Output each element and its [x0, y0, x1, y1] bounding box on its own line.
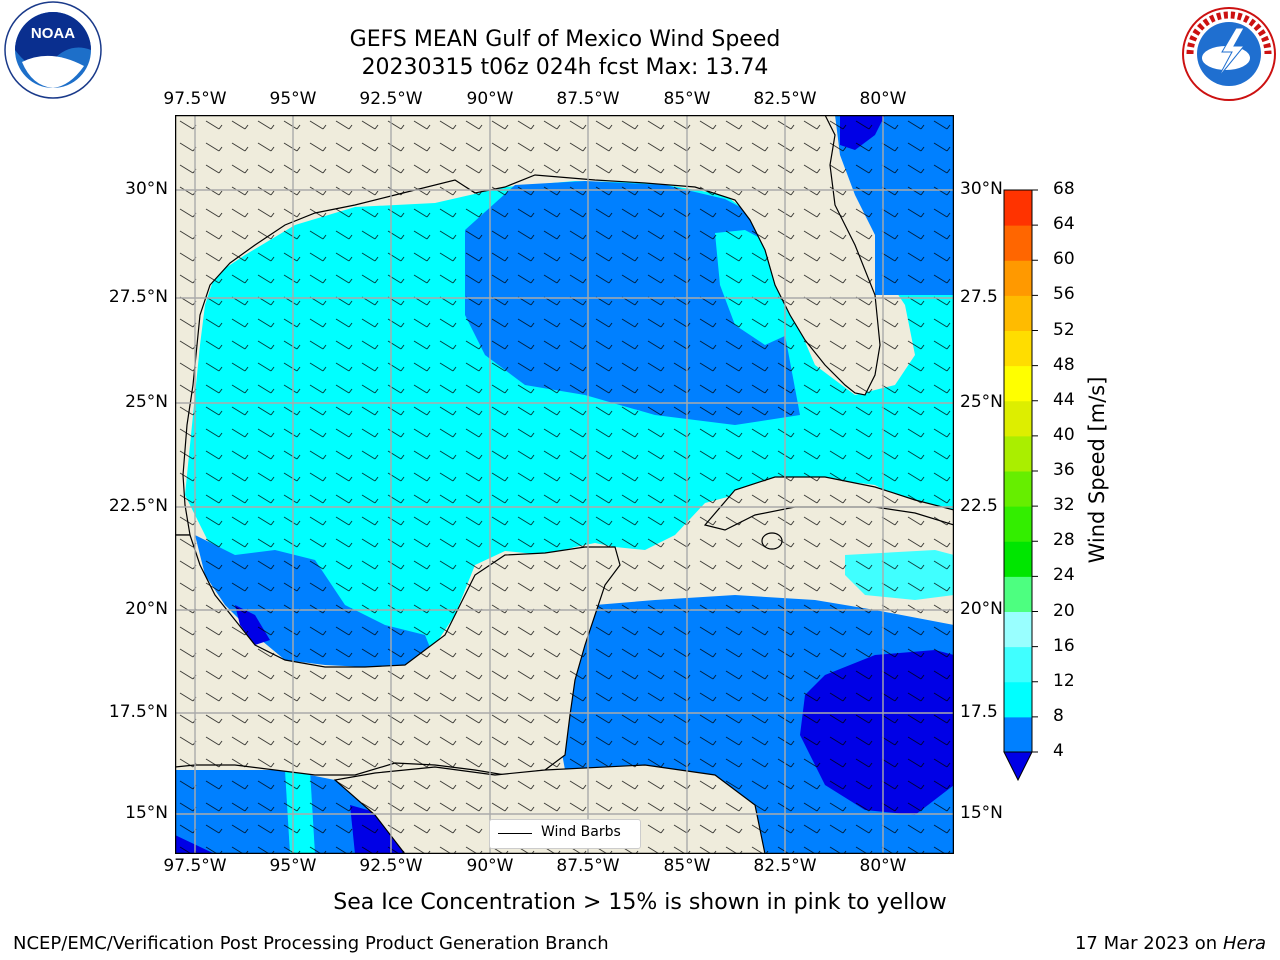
lat-tick-left: 20°N [125, 599, 168, 619]
lat-tick-right: 20°N [960, 599, 1003, 619]
lat-tick-left: 22.5°N [108, 496, 168, 516]
colorbar-tick-label: 16 [1053, 635, 1075, 656]
lat-tick-right: 17.5 [960, 702, 998, 722]
graticule [175, 115, 954, 854]
footer-date-text: 17 Mar 2023 on [1074, 933, 1218, 954]
colorbar-title: Wind Speed [m/s] [1085, 376, 1109, 564]
colorbar-tick-label: 68 [1053, 179, 1075, 199]
chart-title: GEFS MEAN Gulf of Mexico Wind Speed [349, 27, 781, 52]
colorbar-tick-label: 44 [1053, 389, 1075, 410]
colorbar-tick-label: 12 [1053, 670, 1075, 691]
colorbar-tick-label: 32 [1053, 495, 1075, 516]
lat-tick-left: 30°N [125, 179, 168, 199]
colorbar-segment [1004, 260, 1032, 296]
colorbar-tick-label: 4 [1053, 741, 1064, 761]
colorbar-tick-label: 20 [1053, 600, 1075, 621]
colorbar-segment [1004, 471, 1032, 507]
wind-speed-map [175, 115, 954, 854]
colorbar-segment [1004, 506, 1032, 542]
colorbar-tick-label: 56 [1053, 284, 1075, 305]
lat-tick-left: 17.5°N [108, 702, 168, 722]
chart-subtitle: 20230315 t06z 024h fcst Max: 13.74 [361, 55, 769, 80]
colorbar-segment [1004, 400, 1032, 437]
colorbar-tick-label: 24 [1053, 565, 1075, 586]
lon-tick-bottom: 97.5°W [163, 856, 227, 876]
lat-tick-left: 15°N [125, 803, 168, 823]
colorbar [1003, 189, 1038, 782]
lon-tick-top: 80°W [859, 89, 907, 109]
footer-credit: NCEP/EMC/Verification Post Processing Pr… [13, 933, 609, 954]
colorbar-segment [1004, 365, 1032, 402]
noaa-logo: NOAA [4, 1, 102, 99]
colorbar-tick-label: 48 [1053, 354, 1075, 375]
colorbar-segment [1004, 541, 1032, 577]
colorbar-tick-label: 52 [1053, 319, 1075, 340]
map-legend: Wind Barbs [489, 819, 641, 849]
colorbar-tick-label: 40 [1053, 424, 1075, 445]
colorbar-tick-label: 60 [1053, 249, 1075, 270]
lon-tick-top: 90°W [466, 89, 514, 109]
lon-tick-bottom: 95°W [269, 856, 317, 876]
lon-tick-bottom: 90°W [466, 856, 514, 876]
lon-tick-top: 82.5°W [753, 89, 817, 109]
lat-tick-left: 27.5°N [108, 287, 168, 307]
noaa-logo-text: NOAA [31, 25, 75, 42]
colorbar-tick-label: 36 [1053, 460, 1075, 480]
lon-tick-top: 97.5°W [163, 89, 227, 109]
lon-tick-top: 95°W [269, 89, 317, 109]
colorbar-tick-label: 8 [1053, 705, 1064, 726]
wind-barb-legend-label: Wind Barbs [541, 824, 621, 840]
colorbar-segment [1004, 295, 1032, 331]
colorbar-segment [1004, 716, 1032, 753]
lon-tick-bottom: 85°W [663, 856, 711, 876]
lon-tick-top: 87.5°W [556, 89, 620, 109]
colorbar-under-triangle [1003, 751, 1033, 782]
sea-ice-note: Sea Ice Concentration > 15% is shown in … [333, 890, 947, 915]
lat-tick-right: 22.5 [960, 496, 998, 516]
colorbar-segment [1004, 225, 1032, 261]
lon-tick-bottom: 92.5°W [359, 856, 423, 876]
wind-barbs-gulf [175, 115, 954, 854]
wind-barb-legend-line [498, 833, 532, 834]
nws-logo [1182, 7, 1276, 101]
colorbar-tick-label: 28 [1053, 530, 1075, 551]
lat-tick-right: 25°N [960, 392, 1003, 412]
lon-tick-top: 85°W [663, 89, 711, 109]
lat-tick-left: 25°N [125, 392, 168, 412]
lon-tick-top: 92.5°W [359, 89, 423, 109]
colorbar-segment [1004, 435, 1032, 472]
lat-tick-right: 27.5 [960, 287, 998, 307]
lon-tick-bottom: 87.5°W [556, 856, 620, 876]
colorbar-segment [1004, 190, 1032, 226]
colorbar-segment [1004, 611, 1032, 648]
colorbar-tick-label: 64 [1053, 214, 1075, 235]
lon-tick-bottom: 80°W [859, 856, 907, 876]
colorbar-segment [1004, 576, 1032, 612]
colorbar-segment [1004, 681, 1032, 718]
lon-tick-bottom: 82.5°W [753, 856, 817, 876]
colorbar-segment [1004, 330, 1032, 367]
lat-tick-right: 15°N [960, 803, 1003, 823]
lat-tick-right: 30°N [960, 179, 1003, 199]
footer-date: 17 Mar 2023 on Hera [1075, 933, 1266, 954]
colorbar-segment [1004, 646, 1032, 683]
footer-machine: Hera [1222, 933, 1266, 954]
